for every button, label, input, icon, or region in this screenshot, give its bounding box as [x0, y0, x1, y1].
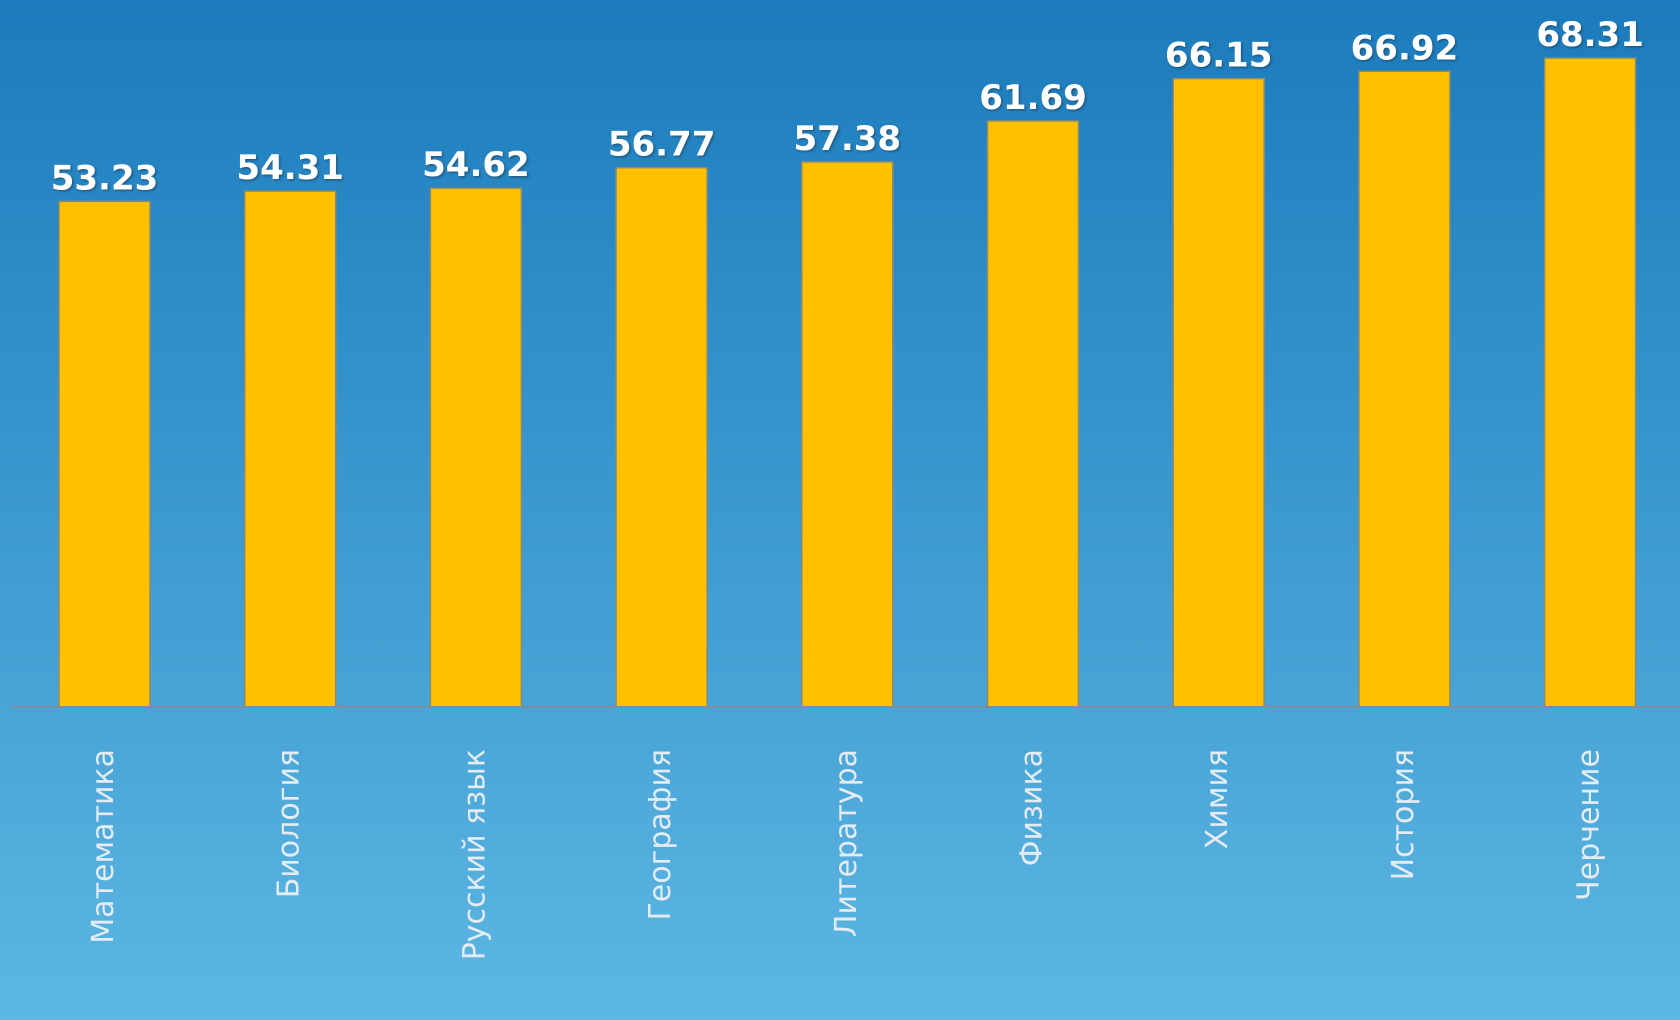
bar — [801, 161, 894, 708]
x-tick-label: Математика — [86, 749, 121, 944]
data-label: 53.23 — [51, 158, 159, 198]
data-label: 54.31 — [236, 148, 344, 188]
data-label: 61.69 — [979, 78, 1087, 118]
x-tick-label: История — [1386, 749, 1421, 880]
x-tick-label: Химия — [1200, 749, 1235, 849]
bar — [1172, 77, 1265, 708]
bar — [1358, 70, 1451, 708]
data-label: 66.92 — [1351, 28, 1459, 68]
bar — [243, 190, 337, 708]
data-label: 56.77 — [608, 125, 716, 165]
bar — [1543, 57, 1637, 708]
x-tick-label: Физика — [1015, 749, 1050, 866]
bar — [615, 166, 708, 708]
data-label: 57.38 — [794, 119, 902, 159]
x-tick-label: География — [643, 749, 678, 921]
bar — [986, 120, 1080, 708]
data-label: 54.62 — [422, 145, 530, 185]
data-label: 68.31 — [1536, 15, 1644, 55]
data-label: 66.15 — [1165, 36, 1273, 76]
x-tick-label: Русский язык — [457, 749, 492, 960]
x-tick-label: Литература — [829, 749, 864, 937]
bar — [58, 200, 151, 708]
x-tick-label: Биология — [272, 749, 307, 898]
bar — [429, 187, 523, 708]
x-tick-label: Черчение — [1572, 749, 1607, 901]
